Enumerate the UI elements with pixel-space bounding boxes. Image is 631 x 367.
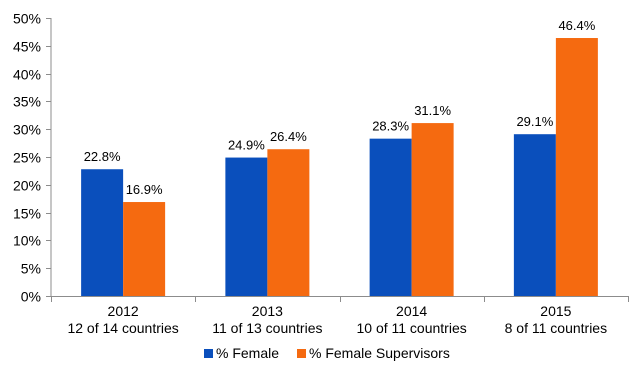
y-tick-label: 50% [13,11,41,27]
y-tick-label: 20% [13,178,41,194]
bar-female-supervisors [555,38,598,297]
bar-female [81,169,124,296]
y-tick-label: 10% [13,233,41,249]
data-label: 31.1% [414,103,451,118]
bar-female [513,134,556,296]
data-label: 46.4% [558,18,595,33]
y-tick-label: 30% [13,122,41,138]
legend: % Female % Female Supervisors [204,345,450,361]
legend-label: % Female Supervisors [309,345,450,361]
legend-label: % Female [216,345,279,361]
bar-female [369,138,412,296]
x-tick-label-year: 2015 [540,303,571,319]
x-tick-label-countries: 11 of 13 countries [212,320,322,336]
x-tick-label-countries: 8 of 11 countries [505,320,607,336]
x-tick-label-year: 2013 [252,303,283,319]
y-tick-label: 45% [13,39,41,55]
y-tick-label: 15% [13,206,41,222]
data-label: 16.9% [126,182,163,197]
y-tick-label: 35% [13,94,41,110]
bar-female-supervisors [267,149,310,296]
x-tick-label-year: 2012 [108,303,139,319]
data-label: 29.1% [516,114,553,129]
x-tick-label-year: 2014 [396,303,427,319]
data-label: 26.4% [270,129,307,144]
y-tick-label: 0% [21,289,41,305]
bar-female [225,157,268,296]
x-tick-label-countries: 12 of 14 countries [67,320,178,336]
data-label: 22.8% [84,149,121,164]
y-tick-label: 5% [21,261,41,277]
legend-swatch-female [204,349,213,358]
data-label: 24.9% [228,138,265,153]
bar-female-supervisors [123,202,166,296]
x-tick-label-countries: 10 of 11 countries [356,320,466,336]
y-tick-label: 40% [13,67,41,83]
legend-swatch-female-supervisors [297,349,306,358]
bar-female-supervisors [411,123,454,296]
y-axis: 0% 5% 10% 15% 20% 25% 30% 35% 40% 45% 50% [13,11,52,305]
bars [81,38,598,297]
data-label: 28.3% [372,119,409,134]
data-labels: 22.8% 16.9% 24.9% 26.4% 28.3% 31.1% 29.1% 46.4% [84,18,596,197]
y-tick-label: 25% [13,150,41,166]
